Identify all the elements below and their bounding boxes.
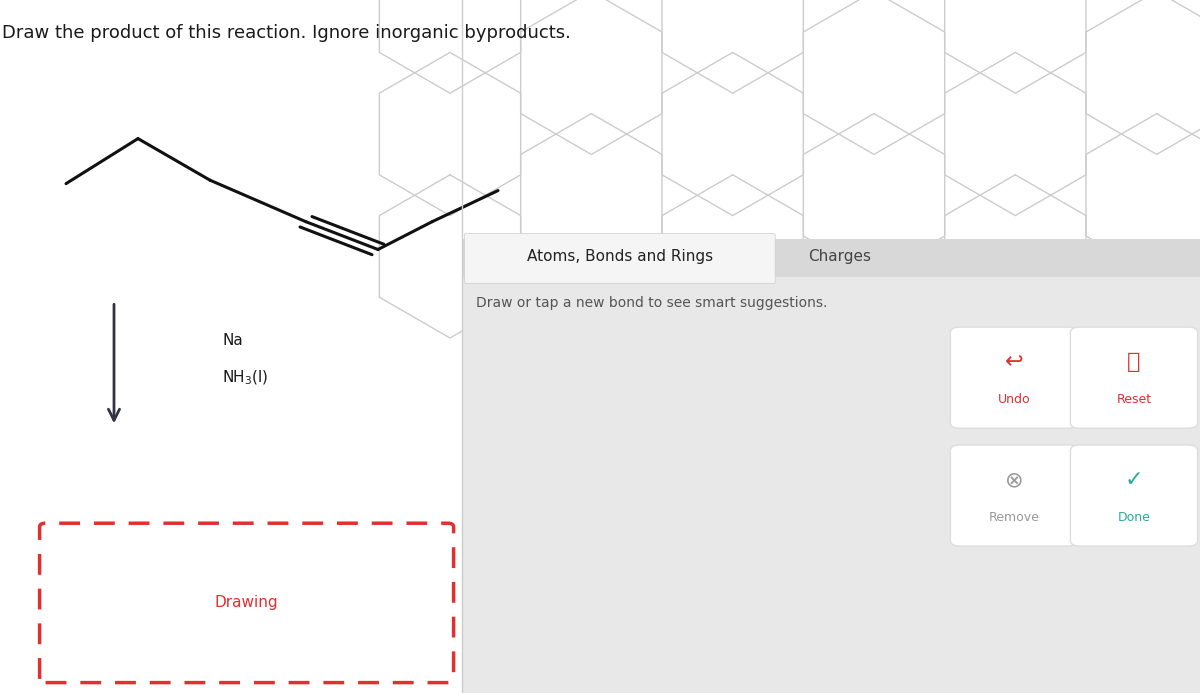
Text: Atoms, Bonds and Rings: Atoms, Bonds and Rings (527, 249, 713, 264)
Text: ↩: ↩ (1004, 353, 1024, 372)
Text: ⊗: ⊗ (1004, 471, 1024, 490)
Text: Draw or tap a new bond to see smart suggestions.: Draw or tap a new bond to see smart sugg… (476, 296, 828, 310)
Bar (462, 239, 1200, 693)
Bar (462, 239, 1200, 277)
Text: Charges: Charges (809, 249, 871, 264)
FancyBboxPatch shape (950, 327, 1078, 428)
FancyBboxPatch shape (464, 234, 775, 283)
Text: Reset: Reset (1116, 394, 1152, 406)
Text: Drawing: Drawing (215, 595, 278, 611)
Text: NH$_3$(l): NH$_3$(l) (222, 369, 269, 387)
Text: Remove: Remove (989, 511, 1039, 524)
Text: Draw the product of this reaction. Ignore inorganic byproducts.: Draw the product of this reaction. Ignor… (2, 24, 571, 42)
Text: Na: Na (222, 333, 242, 349)
FancyBboxPatch shape (950, 445, 1078, 546)
FancyBboxPatch shape (1070, 445, 1198, 546)
Text: Done: Done (1117, 511, 1151, 524)
FancyBboxPatch shape (40, 523, 454, 683)
Bar (462, 0, 1200, 239)
Text: ✓: ✓ (1124, 471, 1144, 490)
FancyBboxPatch shape (1070, 327, 1198, 428)
Text: Undo: Undo (997, 394, 1031, 406)
Text: 🗑: 🗑 (1127, 353, 1141, 372)
